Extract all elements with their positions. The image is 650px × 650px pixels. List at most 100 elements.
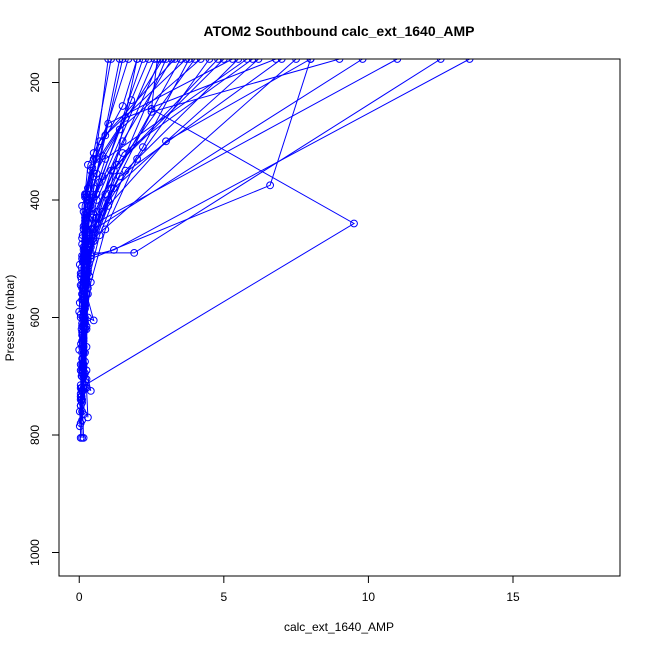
- profile-point-21-6: [465, 59, 474, 63]
- x-tick-label-10: 10: [362, 590, 376, 604]
- profile-point-17-6: [176, 59, 185, 63]
- profile-point-38-3: [82, 190, 91, 199]
- profile-point-22-0: [77, 395, 86, 404]
- profile-point-11-7: [144, 59, 153, 63]
- chart-title: ATOM2 Southbound calc_ext_1640_AMP: [204, 23, 475, 39]
- profile-point-4-6: [115, 172, 124, 181]
- y-axis: 200 400 600 800 1000: [28, 72, 60, 566]
- profile-line-22: [81, 59, 441, 400]
- profile-point-38-1: [78, 240, 86, 249]
- x-tick-label-5: 5: [220, 590, 227, 604]
- profile-point-2-7: [234, 59, 243, 63]
- profile-point-26-0: [78, 369, 86, 378]
- profile-point-1-5: [101, 225, 110, 234]
- y-tick-label-400: 400: [28, 190, 42, 210]
- profile-point-32-0: [75, 307, 84, 316]
- profile-line-24: [84, 59, 355, 386]
- profile-point-28-6: [214, 59, 222, 63]
- profile-point-34-6: [196, 59, 205, 63]
- markers-layer: [75, 59, 474, 442]
- profile-point-26-1: [79, 334, 88, 343]
- profile-point-24-3: [153, 59, 162, 63]
- profile-point-22-6: [436, 59, 445, 63]
- profile-point-38-4: [88, 163, 97, 172]
- profile-point-37-0: [76, 269, 85, 278]
- profile-point-4-7: [277, 59, 286, 63]
- profile-point-29-6: [243, 59, 251, 63]
- y-tick-label-1000: 1000: [28, 539, 42, 566]
- profile-point-7-6: [139, 143, 147, 152]
- y-tick-label-600: 600: [28, 307, 42, 327]
- profile-line-2: [81, 59, 239, 438]
- profile-point-37-6: [133, 59, 141, 63]
- profile-point-33-0: [75, 298, 84, 307]
- profiles-layer: [78, 59, 470, 438]
- profile-point-18-6: [292, 59, 300, 63]
- profile-point-1-6: [133, 155, 142, 163]
- profile-line-18: [83, 59, 297, 418]
- profile-point-2-6: [121, 166, 130, 175]
- profile-point-27-6: [115, 59, 124, 63]
- profile-point-23-3: [89, 316, 98, 325]
- profile-point-21-5: [110, 246, 118, 254]
- profile-point-24-0: [81, 381, 89, 390]
- profile-point-33-4: [84, 184, 92, 193]
- profile-point-36-2: [79, 222, 88, 231]
- profile-point-11-6: [127, 96, 136, 104]
- profile-line-20: [80, 59, 398, 406]
- profile-point-3-6: [110, 184, 118, 193]
- profile-point-36-0: [77, 275, 86, 284]
- y-axis-label: Pressure (mbar): [3, 275, 17, 362]
- profile-point-28-4: [92, 207, 101, 216]
- profile-point-38-6: [182, 59, 191, 63]
- profile-point-5-7: [335, 59, 344, 63]
- profile-point-36-3: [81, 191, 89, 200]
- profile-point-0-7: [118, 137, 127, 146]
- profile-point-38-0: [75, 260, 84, 269]
- profile-point-28-2: [84, 284, 92, 293]
- profile-point-5-6: [147, 108, 156, 116]
- profile-point-13-1: [79, 337, 88, 345]
- profile-point-32-6: [107, 59, 115, 63]
- profile-point-36-5: [104, 119, 113, 128]
- y-tick-label-800: 800: [28, 425, 42, 445]
- profile-line-16: [81, 59, 253, 368]
- profile-point-27-1: [78, 328, 86, 337]
- profile-point-13-5: [92, 190, 101, 199]
- x-axis: 0 5 10 15: [76, 575, 520, 604]
- profile-point-36-1: [78, 251, 86, 260]
- profile-point-7-7: [185, 59, 193, 63]
- profile-point-36-6: [228, 59, 237, 63]
- profile-point-37-4: [89, 155, 98, 163]
- profile-line-21: [81, 59, 470, 403]
- x-tick-label-15: 15: [506, 590, 520, 604]
- profile-point-17-5: [101, 190, 110, 199]
- profile-point-1-7: [205, 59, 214, 63]
- profile-point-26-6: [139, 59, 147, 63]
- profile-point-34-0: [78, 290, 86, 298]
- profile-point-18-0: [84, 413, 92, 422]
- y-tick-label-200: 200: [28, 72, 42, 92]
- profile-point-21-1: [78, 366, 86, 375]
- profile-point-12-6: [104, 59, 113, 63]
- profile-point-35-0: [76, 281, 85, 290]
- profile-line-6: [83, 59, 311, 415]
- profile-point-23-7: [306, 59, 315, 63]
- profile-point-21-0: [78, 398, 86, 407]
- profile-point-24-2: [147, 105, 156, 113]
- profile-line-23: [83, 59, 312, 389]
- profile-point-25-5: [107, 184, 115, 193]
- profile-point-35-5: [121, 113, 130, 122]
- profile-point-37-5: [118, 102, 127, 110]
- profile-point-28-5: [112, 160, 121, 169]
- profile-point-38-2: [81, 213, 89, 222]
- profile-point-30-0: [75, 345, 84, 354]
- profile-point-31-0: [76, 313, 85, 322]
- profile-point-19-0: [78, 407, 86, 416]
- profile-point-34-5: [115, 125, 124, 134]
- profile-point-8-6: [107, 166, 115, 175]
- profile-point-6-6: [162, 137, 170, 146]
- profile-point-33-5: [95, 137, 104, 146]
- profile-point-16-5: [118, 149, 127, 157]
